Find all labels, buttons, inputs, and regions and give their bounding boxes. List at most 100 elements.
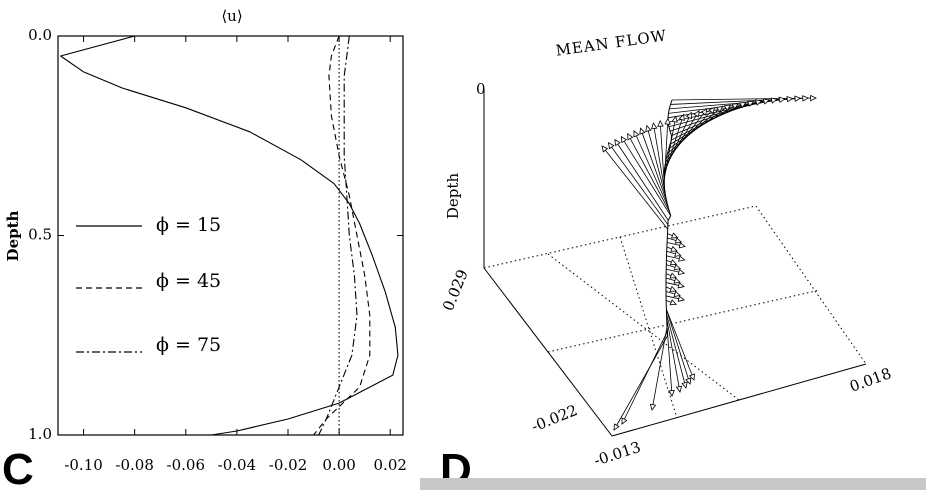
d-arrow-shaft [659,120,665,190]
d-arrow-shaft [640,128,668,203]
d-spine [663,99,673,337]
d-arrow-shaft [668,104,731,150]
d-arrow-head [678,255,686,262]
d-arrow-head [669,299,677,306]
y-tick-label: 0.5 [28,226,52,244]
d-arrow-head [613,423,620,431]
legend-label-phi-75: ϕ = 75 [156,334,221,356]
d-arrow-head [678,242,686,249]
d-arrow-shaft [663,116,677,181]
d-arrow-head [657,119,664,127]
d-arrow-head [669,272,677,279]
d-arrow-head [723,104,732,111]
d-arrow-shaft [621,331,668,425]
x-tick-label: -0.02 [269,456,307,474]
d-arrow-shaft [614,139,669,221]
bottom-gray-bar [420,478,926,490]
d-arrow-head [810,94,817,102]
panel-c-ticks [58,35,403,436]
d-arrow-head [731,103,739,110]
panel-c-y-tick-labels: 0.0 0.5 1.0 [28,26,52,443]
d-arrow-shaft [613,335,668,431]
d-arrow-head [673,277,681,284]
d-arrow-head [685,377,692,385]
d-arrow-head [668,389,675,397]
d-arrow-head [681,381,688,389]
d-arrow-head [607,142,615,150]
legend-label-phi-45: ϕ = 45 [156,270,221,292]
x-tick-label: 0.02 [374,456,407,474]
x-tick-label: -0.08 [115,456,153,474]
y-tick-label: 1.0 [28,425,52,443]
d-arrow-head [671,115,678,123]
d-arrow-shaft [633,130,669,208]
d-arrow-shaft [620,136,672,216]
panel-c-title: ⟨u⟩ [221,7,242,25]
d-arrow-head [786,95,794,103]
d-arrow-head [614,138,621,147]
d-arrow-head [770,97,778,104]
panel-c-plot-frame [57,35,404,436]
panel-c: ⟨u⟩ -0.10 -0.08 -0.06 -0.04 -0.02 0.00 0.02 0.… [2,7,407,490]
x-tick-label: -0.10 [64,456,102,474]
d-back-left-edge [483,205,757,269]
d-arrow-head [621,417,628,425]
d-arrow-head [677,282,685,289]
d-arrow-head [669,259,678,266]
d-arrow-head [685,111,692,120]
d-arrow-shaft [666,318,681,393]
d-arrow-head [670,232,679,239]
d-arrow-head [651,122,658,130]
d-arrow-head [762,98,771,105]
panel-c-series [60,35,399,436]
d-arrow-head [645,124,652,133]
series-line-dashdot [318,35,358,436]
d-arrow-shaft [663,114,684,176]
y-tick-label: 0.0 [28,26,52,44]
d-arrow-shaft [601,145,669,230]
d-arrow-head [670,245,678,252]
d-arrow-shaft [665,309,695,381]
d-arrow-head [708,106,716,115]
d-arrow-head [674,237,683,244]
d-arrow-head [633,130,640,138]
d-right-axis-label: 0.018 [847,364,894,396]
x-tick-label: -0.04 [218,456,256,474]
d-arrow-head [678,113,685,122]
d-arrow-head [639,127,646,135]
panel-d: MEAN FLOW 0 Depth 0.029 -0.022 -0.013 0.… [439,26,894,490]
d-arrow-shaft [652,123,666,194]
d-arrow-head [700,108,708,116]
d-arrow-head [677,295,685,302]
d-arrow-head [675,385,683,393]
panel-c-ylabel: Depth [4,210,22,261]
d-arrow-shaft [663,118,669,185]
d-arrow-head [620,135,628,144]
panel-c-legend: ϕ = 15 ϕ = 45 ϕ = 75 [76,214,221,356]
d-arrow-head [688,373,695,381]
d-arrow-shaft [651,327,668,411]
d-arrow-shaft [666,313,687,389]
d-arrow-shaft [666,322,673,397]
d-arrow-head [664,117,671,125]
panel-d-arrows [601,94,817,431]
d-depth-label: Depth [444,173,462,220]
d-arrow-head [794,95,802,102]
d-top-tick: 0 [476,80,486,98]
d-arrow-shaft [665,309,691,385]
d-arrow-head [673,264,682,271]
panel-d-title: MEAN FLOW [555,26,669,59]
d-arrow-shaft [627,133,670,212]
d-front-left-label: -0.022 [529,401,580,436]
d-arrow-head [754,99,763,106]
series-line-solid [60,35,399,436]
d-left-axis-label: 0.029 [439,267,472,314]
d-grid-a [547,289,821,353]
d-arrow-shaft [646,125,667,199]
d-arrow-head [601,145,609,153]
d-back-right-edge [755,205,867,365]
d-arrow-shaft [608,142,669,225]
d-arrow-head [627,132,634,141]
d-arrow-head [747,100,755,107]
